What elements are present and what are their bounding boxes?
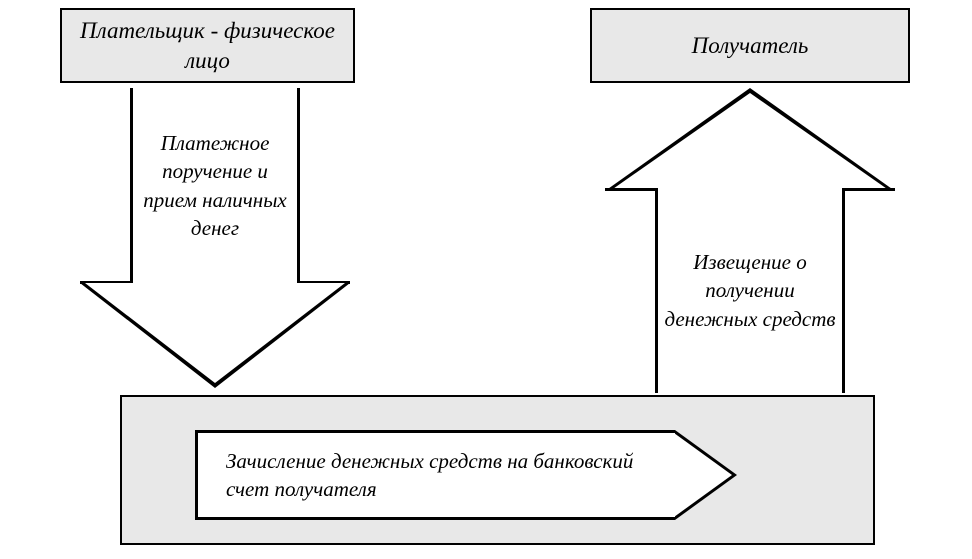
arrow-up-label: Извещение о получении денежных средств: [655, 188, 845, 393]
arrow-right-label: Зачисление денежных средств на банковски…: [195, 430, 675, 520]
arrow-down-label: Платежное поручение и прием наличных ден…: [130, 88, 300, 283]
node-recipient: Получатель: [590, 8, 910, 83]
node-payer: Плательщик - физическое лицо: [60, 8, 355, 83]
